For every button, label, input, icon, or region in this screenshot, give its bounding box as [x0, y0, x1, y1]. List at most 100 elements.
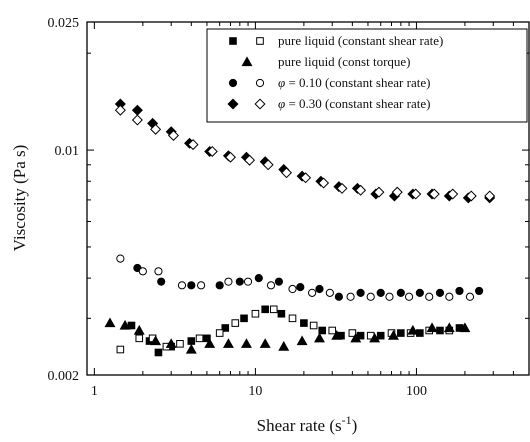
data-point — [346, 292, 355, 301]
data-point — [131, 114, 143, 126]
legend-item: pure liquid (const torque) — [241, 54, 411, 69]
data-point — [187, 281, 196, 290]
data-points — [104, 98, 496, 357]
data-point — [224, 151, 236, 163]
data-point — [435, 288, 445, 297]
data-point — [459, 322, 471, 333]
data-point — [425, 292, 434, 301]
data-point — [196, 281, 206, 290]
legend-marker — [229, 37, 237, 45]
legend-marker — [254, 98, 266, 110]
series-circle-open — [116, 254, 475, 301]
legend-item: φ = 0.10 (constant shear rate) — [228, 75, 430, 90]
legend-label: pure liquid (const torque) — [278, 54, 411, 69]
data-point — [195, 334, 204, 343]
data-point — [376, 288, 385, 297]
data-point — [244, 154, 256, 166]
data-point — [203, 334, 211, 343]
data-point — [222, 338, 234, 348]
data-point — [396, 288, 405, 297]
data-point — [167, 129, 180, 141]
data-point — [308, 288, 317, 297]
data-point — [221, 324, 230, 332]
data-point — [336, 182, 348, 194]
data-point — [231, 319, 240, 327]
data-point — [116, 345, 125, 354]
data-point — [288, 314, 297, 323]
data-point — [187, 139, 199, 151]
x-tick-label: 100 — [406, 384, 427, 399]
data-point — [376, 331, 385, 340]
data-point — [355, 184, 367, 196]
y-tick-label: 0.002 — [48, 369, 80, 384]
data-point — [309, 321, 318, 330]
x-tick-label: 10 — [248, 384, 262, 399]
data-point — [288, 284, 297, 294]
data-point — [350, 332, 362, 343]
data-point — [465, 190, 477, 202]
data-point — [397, 329, 405, 337]
data-point — [475, 286, 484, 296]
data-point — [119, 319, 131, 330]
data-point — [114, 104, 126, 116]
data-point — [428, 188, 440, 200]
data-point — [261, 305, 269, 314]
data-point — [235, 277, 244, 286]
legend-item: φ = 0.30 (constant shear rate) — [227, 96, 430, 111]
data-point — [185, 343, 197, 354]
data-point — [133, 324, 145, 335]
legend-item: pure liquid (constant shear rate) — [229, 33, 443, 48]
data-point — [127, 321, 136, 330]
data-point — [318, 326, 327, 335]
y-tick-label: 0.01 — [55, 144, 80, 159]
data-point — [241, 338, 252, 348]
data-point — [300, 319, 308, 327]
data-point — [240, 314, 248, 323]
data-point — [254, 274, 263, 283]
data-point — [465, 292, 475, 301]
data-point — [215, 329, 224, 337]
data-point — [388, 330, 399, 340]
data-point — [373, 186, 385, 198]
data-point — [445, 292, 454, 301]
data-point — [138, 267, 147, 276]
data-point — [296, 335, 308, 346]
data-point — [157, 277, 166, 286]
data-point — [366, 292, 375, 301]
data-point — [224, 277, 233, 286]
data-point — [104, 317, 116, 328]
data-point — [325, 288, 334, 297]
data-point — [206, 145, 218, 157]
data-point — [415, 288, 424, 297]
data-point — [315, 284, 324, 294]
axis-ticks — [86, 21, 530, 376]
data-point — [215, 281, 224, 290]
data-point — [274, 277, 284, 286]
series-diamond-open — [114, 104, 496, 202]
data-point — [314, 332, 325, 343]
data-point — [426, 322, 438, 333]
x-tick-label: 1 — [91, 384, 98, 399]
data-point — [165, 338, 177, 348]
plot-frame — [86, 21, 530, 376]
series-triangle-filled — [104, 317, 471, 354]
data-point — [269, 305, 278, 314]
legend: pure liquid (constant shear rate) pure li… — [206, 28, 528, 123]
series-diamond-filled — [114, 98, 496, 204]
data-point — [131, 104, 143, 116]
legend-marker — [256, 37, 264, 45]
legend-label: φ = 0.30 (constant shear rate) — [278, 96, 430, 111]
data-point — [154, 267, 163, 276]
data-point — [369, 332, 381, 343]
data-point — [243, 277, 253, 286]
x-axis-label: Shear rate (s-1) — [257, 413, 358, 435]
data-point — [135, 334, 144, 343]
legend-label: pure liquid (constant shear rate) — [278, 33, 443, 48]
data-point — [410, 188, 422, 200]
data-point — [277, 309, 286, 318]
data-point — [407, 324, 419, 335]
data-point — [328, 326, 337, 335]
data-point — [204, 338, 216, 348]
data-point — [251, 309, 260, 318]
